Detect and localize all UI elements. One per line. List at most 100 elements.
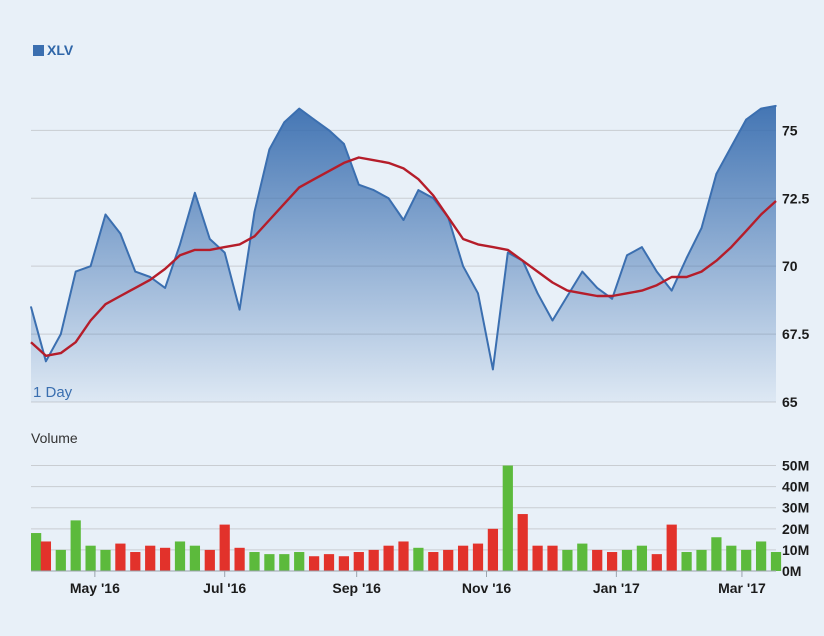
volume-bar bbox=[636, 545, 648, 571]
volume-bar bbox=[726, 545, 737, 571]
volume-bar bbox=[651, 554, 662, 571]
volume-bar bbox=[234, 547, 245, 571]
price-point bbox=[343, 143, 345, 145]
x-axis: May '16 Jul '16 Sep '16 Nov '16 Jan '17 Mar '… bbox=[31, 570, 776, 596]
price-tick-label: 75 bbox=[782, 122, 798, 138]
price-point bbox=[372, 189, 375, 191]
volume-tick-label: 40M bbox=[782, 479, 809, 495]
volume-bar bbox=[189, 545, 201, 571]
price-y-axis: 65 67.5 70 72.5 75 bbox=[782, 122, 809, 410]
volume-bar bbox=[487, 528, 499, 571]
volume-bar bbox=[711, 537, 722, 571]
volume-bar bbox=[562, 549, 573, 571]
volume-bar bbox=[696, 549, 707, 571]
price-point bbox=[551, 319, 554, 322]
x-tick-label: Mar '17 bbox=[718, 580, 766, 596]
volume-tick-label: 50M bbox=[782, 458, 809, 474]
volume-bars bbox=[31, 465, 782, 571]
volume-title: Volume bbox=[31, 430, 78, 446]
volume-bar bbox=[115, 543, 126, 571]
volume-y-axis: 0M 10M 20M 30M 40M 50M bbox=[782, 458, 809, 579]
volume-bar bbox=[204, 549, 215, 571]
volume-bar bbox=[279, 554, 290, 571]
legend: XLV bbox=[33, 42, 74, 58]
price-point bbox=[238, 308, 241, 311]
price-point bbox=[730, 145, 733, 148]
x-tick-label: Nov '16 bbox=[462, 580, 511, 596]
volume-bar bbox=[517, 514, 528, 571]
price-point bbox=[507, 251, 509, 254]
price-point bbox=[328, 129, 330, 132]
volume-bar bbox=[353, 552, 364, 571]
volume-bar bbox=[592, 549, 603, 571]
price-point bbox=[760, 107, 762, 110]
price-tick-label: 70 bbox=[782, 258, 798, 274]
x-tick-label: Sep '16 bbox=[332, 580, 381, 596]
volume-bar bbox=[383, 545, 394, 571]
price-point bbox=[656, 270, 658, 273]
volume-bar bbox=[323, 554, 335, 571]
price-point bbox=[417, 189, 420, 191]
volume-bar bbox=[338, 556, 350, 571]
volume-bar bbox=[547, 545, 558, 571]
price-point bbox=[60, 333, 62, 335]
price-point bbox=[492, 368, 494, 371]
volume-bar bbox=[502, 465, 513, 571]
price-point bbox=[45, 360, 47, 363]
price-point bbox=[194, 192, 196, 194]
volume-bar bbox=[40, 541, 52, 571]
moving-average-line bbox=[30, 156, 777, 357]
price-point bbox=[715, 173, 718, 175]
price-point bbox=[462, 265, 464, 267]
volume-tick-label: 20M bbox=[782, 521, 809, 537]
x-tick-label: Jul '16 bbox=[203, 580, 246, 596]
price-point bbox=[596, 287, 598, 289]
volume-tick-label: 30M bbox=[782, 500, 809, 516]
price-point bbox=[477, 292, 479, 295]
price-point bbox=[283, 121, 286, 123]
volume-bar bbox=[398, 541, 409, 571]
x-tick-label: May '16 bbox=[70, 580, 120, 596]
price-point bbox=[670, 289, 673, 292]
volume-bar bbox=[31, 533, 42, 571]
volume-bar bbox=[159, 547, 171, 571]
period-label: 1 Day bbox=[33, 384, 73, 401]
volume-bar bbox=[174, 541, 186, 571]
price-point bbox=[387, 197, 390, 200]
volume-bar bbox=[755, 541, 767, 571]
volume-bar bbox=[532, 545, 543, 571]
price-point bbox=[700, 227, 703, 229]
volume-bar bbox=[472, 543, 484, 571]
volume-bar bbox=[308, 556, 320, 571]
volume-bar bbox=[130, 552, 141, 571]
price-point bbox=[104, 213, 107, 216]
volume-bar bbox=[368, 549, 379, 571]
x-tick-label: Jan '17 bbox=[593, 580, 640, 596]
volume-bar bbox=[55, 549, 66, 571]
volume-bar bbox=[145, 545, 156, 571]
price-point bbox=[313, 118, 315, 121]
volume-bar bbox=[428, 552, 439, 571]
price-tick-label: 67.5 bbox=[782, 326, 809, 342]
volume-tick-label: 0M bbox=[782, 563, 801, 579]
price-point bbox=[536, 292, 539, 295]
volume-bar bbox=[219, 524, 230, 571]
legend-swatch bbox=[33, 45, 44, 56]
price-tick-label: 65 bbox=[782, 394, 798, 410]
volume-bar bbox=[606, 552, 618, 571]
price-point bbox=[566, 295, 569, 297]
price-point bbox=[30, 306, 32, 308]
price-area bbox=[30, 104, 777, 403]
price-point bbox=[149, 276, 151, 278]
price-point bbox=[179, 243, 181, 246]
volume-bar bbox=[85, 545, 96, 571]
price-point bbox=[611, 297, 613, 300]
price-point bbox=[209, 238, 211, 240]
price-point bbox=[74, 270, 77, 273]
volume-bar bbox=[681, 552, 692, 571]
price-point bbox=[134, 270, 137, 273]
volume-bar bbox=[770, 552, 782, 571]
price-point bbox=[775, 105, 777, 107]
price-point bbox=[223, 251, 226, 254]
